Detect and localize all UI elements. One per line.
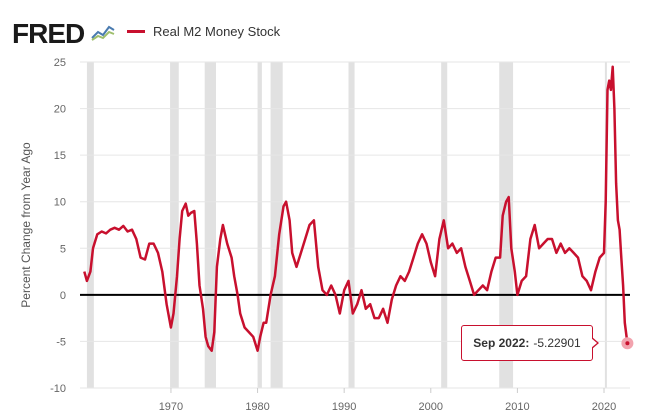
x-tick-label: 2000 [419,401,443,413]
recession-bands [86,62,607,388]
y-tick-label: -10 [50,383,66,395]
series-line[interactable] [83,65,629,352]
x-tick-labels: 1970 1980 1990 2000 2010 2020 [159,388,616,413]
series-layer [83,65,629,352]
y-tick-label: 15 [54,150,66,162]
chart-legend: Real M2 Money Stock [127,24,280,39]
y-axis-title: Percent Change from Year Ago [19,142,33,308]
recession-band [499,62,514,388]
x-tick-label: 1970 [159,401,183,413]
x-tick-label: 2020 [592,401,616,413]
tooltip-value: -5.22901 [533,336,581,350]
tooltip-point-core [625,341,630,346]
y-tick-label: 20 [54,104,66,116]
y-tick-label: 10 [54,197,66,209]
fred-logo[interactable]: FRED [12,18,85,49]
logo-graph-icon [90,22,116,42]
legend-swatch [127,30,145,33]
x-tick-label: 1980 [245,401,269,413]
tooltip-date: Sep 2022: [473,336,530,350]
recession-band [86,62,94,388]
y-tick-label: 0 [60,290,66,302]
recession-band [204,62,216,388]
x-tick-label: 2010 [505,401,529,413]
recession-band [270,62,283,388]
x-tick-label: 1990 [332,401,356,413]
data-tooltip: Sep 2022: -5.22901 [461,325,593,361]
recession-band [170,62,179,388]
chart-header: FRED Real M2 Money Stock [0,0,649,60]
y-tick-labels: -10 -5 0 5 10 15 20 25 [50,57,66,395]
recession-band [348,62,355,388]
recession-band [257,62,262,388]
y-tick-label: 25 [54,57,66,69]
legend-label: Real M2 Money Stock [153,24,281,39]
y-tick-label: -5 [56,336,66,348]
tooltip-arrow-inner [591,338,597,348]
y-tick-label: 5 [60,243,66,255]
